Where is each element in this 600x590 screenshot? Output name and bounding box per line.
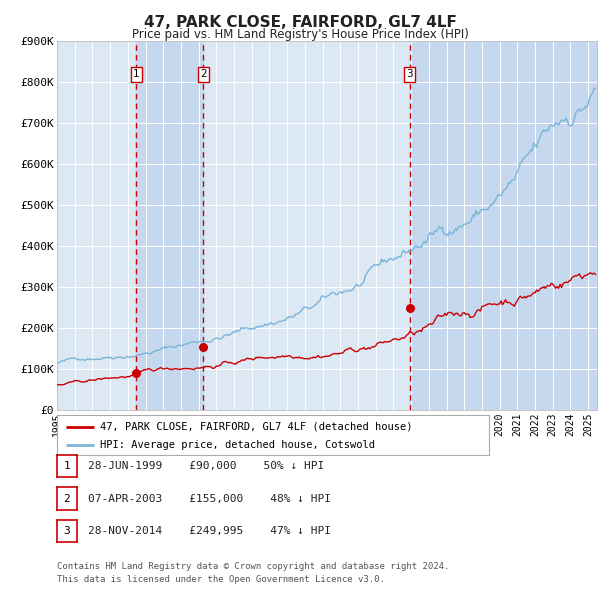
Text: 3: 3 <box>64 526 70 536</box>
Text: 1: 1 <box>64 461 70 471</box>
Text: This data is licensed under the Open Government Licence v3.0.: This data is licensed under the Open Gov… <box>57 575 385 584</box>
Text: 47, PARK CLOSE, FAIRFORD, GL7 4LF (detached house): 47, PARK CLOSE, FAIRFORD, GL7 4LF (detac… <box>100 422 413 432</box>
Text: 2: 2 <box>64 494 70 503</box>
Text: 28-JUN-1999    £90,000    50% ↓ HPI: 28-JUN-1999 £90,000 50% ↓ HPI <box>88 461 324 471</box>
Text: Price paid vs. HM Land Registry's House Price Index (HPI): Price paid vs. HM Land Registry's House … <box>131 28 469 41</box>
Bar <box>410 41 597 410</box>
Text: 47, PARK CLOSE, FAIRFORD, GL7 4LF: 47, PARK CLOSE, FAIRFORD, GL7 4LF <box>143 15 457 30</box>
Text: 28-NOV-2014    £249,995    47% ↓ HPI: 28-NOV-2014 £249,995 47% ↓ HPI <box>88 526 331 536</box>
Text: 3: 3 <box>406 70 413 80</box>
Text: Contains HM Land Registry data © Crown copyright and database right 2024.: Contains HM Land Registry data © Crown c… <box>57 562 449 571</box>
Text: 07-APR-2003    £155,000    48% ↓ HPI: 07-APR-2003 £155,000 48% ↓ HPI <box>88 494 331 503</box>
Text: 1: 1 <box>133 70 140 80</box>
Bar <box>136 41 203 410</box>
Text: 2: 2 <box>200 70 207 80</box>
Text: HPI: Average price, detached house, Cotswold: HPI: Average price, detached house, Cots… <box>100 441 375 450</box>
